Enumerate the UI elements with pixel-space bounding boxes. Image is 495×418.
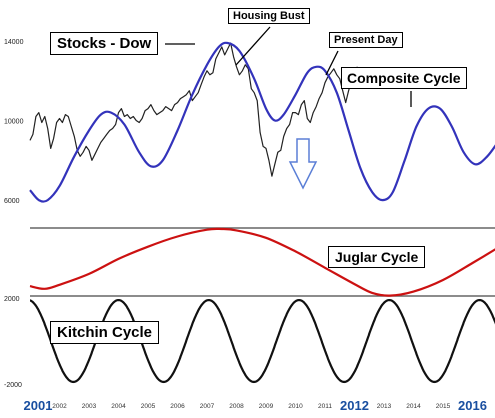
down-arrow-icon xyxy=(288,138,318,190)
juglar-cycle-line xyxy=(29,227,495,297)
x-tick-label: 2010 xyxy=(288,403,303,410)
x-tick-labels: 2001 2002 2003 2004 2005 2006 2007 2008 2009 2010… xyxy=(24,398,487,413)
y-tick-label: 14000 xyxy=(4,39,24,46)
kitchin-cycle-line xyxy=(29,298,495,384)
y-tick-label: 2000 xyxy=(4,296,20,303)
stocks-dow-label: Stocks - Dow xyxy=(50,32,159,55)
composite-cycle-line xyxy=(29,41,495,203)
x-tick-label: 2003 xyxy=(82,403,97,410)
x-tick-label: 2015 xyxy=(436,403,451,410)
stocks-dow-line xyxy=(29,42,358,177)
present-day-pointer xyxy=(325,50,339,76)
composite-cycle-label: Composite Cycle xyxy=(341,67,467,89)
y-tick-label: 6000 xyxy=(4,198,20,205)
x-tick-label: 2008 xyxy=(229,403,244,410)
callout-pointers xyxy=(165,26,412,107)
y-tick-labels: 14000 10000 6000 2000 -2000 xyxy=(4,39,24,389)
y-tick-label: -2000 xyxy=(4,382,22,389)
x-tick-label: 2009 xyxy=(259,403,274,410)
x-tick-label: 2007 xyxy=(200,403,215,410)
x-tick-label: 2016 xyxy=(458,398,487,413)
series-layer xyxy=(29,41,495,384)
x-tick-label: 2005 xyxy=(141,403,156,410)
housing-bust-pointer xyxy=(235,26,271,66)
y-tick-label: 10000 xyxy=(4,119,24,126)
x-tick-label: 2014 xyxy=(406,403,421,410)
x-tick-label: 2012 xyxy=(340,398,369,413)
kitchin-cycle-label: Kitchin Cycle xyxy=(50,321,160,344)
x-tick-label: 2002 xyxy=(52,403,67,410)
panel-separators xyxy=(30,227,495,297)
x-tick-label: 2013 xyxy=(377,403,392,410)
juglar-cycle-label: Juglar Cycle xyxy=(328,246,426,268)
x-tick-label: 2001 xyxy=(24,398,53,413)
x-tick-label: 2011 xyxy=(318,403,332,410)
housing-bust-label: Housing Bust xyxy=(228,8,310,24)
x-tick-label: 2004 xyxy=(111,403,126,410)
x-tick-label: 2006 xyxy=(170,403,185,410)
present-day-label: Present Day xyxy=(329,32,403,48)
